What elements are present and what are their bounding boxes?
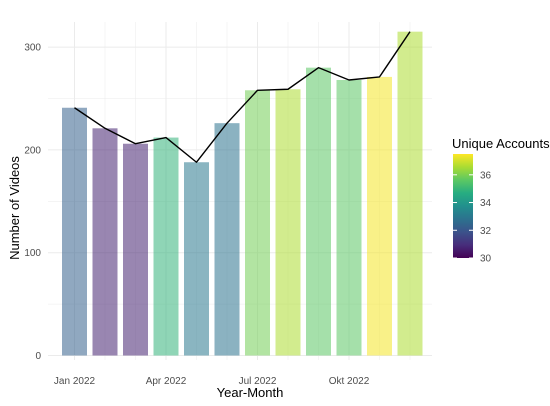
y-tick-label: 0 bbox=[35, 351, 41, 362]
y-axis-ticks: 0 100 200 300 bbox=[24, 43, 41, 362]
bar bbox=[397, 31, 423, 356]
x-axis-title: Year-Month bbox=[217, 385, 284, 400]
x-tick-label: Okt 2022 bbox=[329, 376, 370, 387]
series-line bbox=[74, 31, 411, 163]
y-axis-title: Number of Videos bbox=[7, 156, 22, 260]
y-tick-label: 300 bbox=[24, 43, 41, 54]
bar bbox=[214, 123, 240, 356]
bar bbox=[367, 76, 392, 356]
x-axis-ticks: Jan 2022 Apr 2022 Jul 2022 Okt 2022 bbox=[54, 376, 370, 387]
legend-tick-label: 32 bbox=[480, 226, 492, 237]
legend-tick-label: 34 bbox=[480, 198, 492, 209]
x-tick-label: Jan 2022 bbox=[54, 376, 96, 387]
bar bbox=[336, 79, 362, 356]
bar bbox=[62, 107, 87, 356]
legend-title: Unique Accounts bbox=[452, 136, 550, 151]
bars bbox=[62, 31, 423, 356]
y-tick-label: 100 bbox=[24, 248, 41, 259]
trend-line bbox=[74, 31, 411, 163]
bar bbox=[245, 90, 270, 356]
x-tick-label: Apr 2022 bbox=[146, 376, 187, 387]
legend: Unique Accounts 30 32 34 36 bbox=[452, 136, 550, 265]
legend-tick-label: 36 bbox=[480, 170, 492, 181]
bar bbox=[153, 137, 179, 356]
legend-tick-label: 30 bbox=[480, 254, 492, 265]
bar bbox=[92, 128, 118, 356]
bar bbox=[123, 143, 148, 356]
legend-ticks: 30 32 34 36 bbox=[453, 170, 492, 265]
y-tick-label: 200 bbox=[24, 145, 41, 156]
bar bbox=[306, 67, 331, 356]
legend-colorbar bbox=[453, 154, 473, 258]
x-tick-label: Jul 2022 bbox=[239, 376, 277, 387]
bar bbox=[184, 162, 209, 356]
bar bbox=[275, 89, 301, 356]
